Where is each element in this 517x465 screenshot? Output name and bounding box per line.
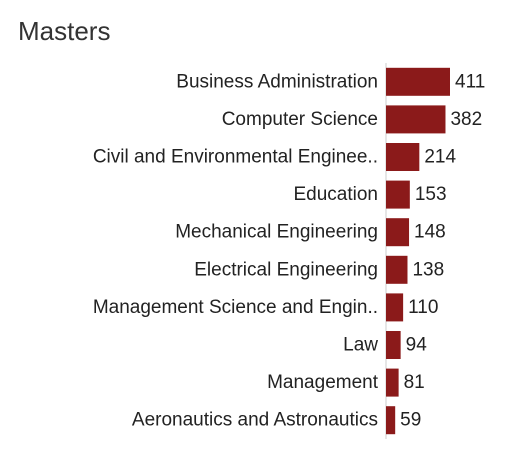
value-label: 411 [455, 71, 485, 92]
bar[interactable] [386, 105, 446, 134]
category-label: Business Administration [176, 71, 378, 92]
category-label: Civil and Environmental Enginee.. [93, 147, 378, 168]
bars-group: Business Administration 411 Computer Scien… [93, 67, 485, 435]
value-label: 214 [424, 147, 456, 168]
category-label: Electrical Engineering [194, 259, 378, 280]
category-label: Management Science and Engin.. [93, 297, 378, 318]
bar[interactable] [386, 368, 399, 397]
bar[interactable] [386, 143, 420, 171]
value-label: 153 [415, 184, 447, 205]
bar[interactable] [386, 293, 404, 322]
bar[interactable] [386, 67, 450, 96]
bar[interactable] [386, 218, 410, 247]
value-label: 110 [408, 297, 438, 318]
category-label: Mechanical Engineering [175, 222, 378, 243]
category-label: Law [343, 335, 378, 356]
bar[interactable] [386, 255, 408, 284]
category-label: Aeronautics and Astronautics [132, 410, 378, 431]
value-label: 94 [406, 335, 428, 356]
bar[interactable] [386, 331, 401, 359]
bar[interactable] [386, 406, 396, 435]
value-label: 138 [412, 259, 444, 280]
chart-title: Masters [18, 16, 111, 46]
category-label: Education [293, 184, 378, 205]
value-label: 148 [414, 222, 446, 243]
bar[interactable] [386, 180, 410, 209]
category-label: Computer Science [222, 109, 378, 130]
value-label: 59 [400, 410, 421, 431]
value-label: 382 [450, 109, 482, 130]
value-label: 81 [404, 372, 425, 393]
category-label: Management [267, 372, 379, 393]
